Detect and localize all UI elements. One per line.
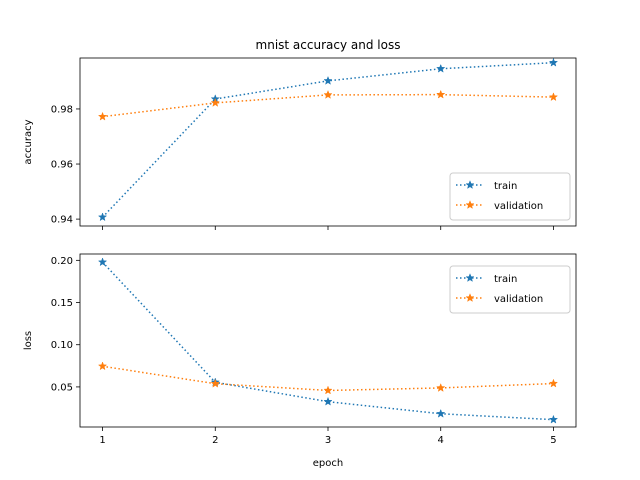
- series-line-validation: [102, 93, 554, 118]
- data-point-train: [97, 257, 108, 267]
- legend-label: validation: [494, 294, 543, 305]
- y-tick-label: 0.15: [51, 298, 73, 309]
- x-tick-label: 4: [438, 435, 444, 446]
- y-axis-label: loss: [23, 331, 34, 350]
- legend-swatch-marker: [465, 293, 475, 302]
- legend-label: train: [494, 274, 517, 285]
- legend-label: validation: [494, 201, 543, 212]
- data-point-validation: [97, 361, 108, 371]
- y-tick-label: 0.94: [51, 215, 73, 226]
- data-point-validation: [97, 111, 108, 121]
- data-point-validation: [323, 89, 333, 99]
- data-point-train: [97, 212, 108, 222]
- x-axis-label: epoch: [313, 458, 343, 469]
- y-tick-label: 0.98: [51, 104, 73, 115]
- y-tick-label: 0.96: [51, 160, 73, 171]
- data-point-train: [548, 57, 559, 67]
- legend-label: train: [494, 181, 517, 192]
- data-point-validation: [210, 97, 220, 107]
- x-tick-label: 5: [550, 435, 556, 446]
- y-axis-label: accuracy: [23, 119, 34, 164]
- data-point-validation: [548, 378, 559, 388]
- loss-panel: 1 2 3 4 5 0.05 0.10 0.15 0.20 loss epoch train valid…: [23, 253, 577, 469]
- data-point-train: [323, 75, 333, 85]
- data-point-train: [548, 414, 559, 424]
- x-tick-label: 2: [212, 435, 218, 446]
- accuracy-panel: 0.94 0.96 0.98 accuracy train validation: [23, 57, 577, 230]
- data-point-validation: [210, 378, 220, 388]
- legend-swatch-marker: [465, 273, 475, 282]
- data-point-validation: [436, 89, 446, 99]
- data-point-train: [436, 63, 446, 73]
- y-tick-label: 0.10: [51, 340, 73, 351]
- data-point-validation: [436, 383, 446, 392]
- x-tick-label: 3: [325, 435, 331, 446]
- legend-swatch-marker: [465, 180, 475, 189]
- chart-title: mnist accuracy and loss: [256, 38, 401, 52]
- x-tick-label: 1: [99, 435, 105, 446]
- legend-swatch-marker: [465, 200, 475, 209]
- data-point-train: [436, 408, 446, 418]
- data-point-validation: [548, 92, 559, 102]
- data-point-train: [323, 396, 333, 406]
- data-point-validation: [323, 385, 333, 395]
- y-tick-label: 0.05: [51, 382, 73, 393]
- y-tick-label: 0.20: [51, 256, 73, 267]
- series-line-validation: [102, 365, 554, 392]
